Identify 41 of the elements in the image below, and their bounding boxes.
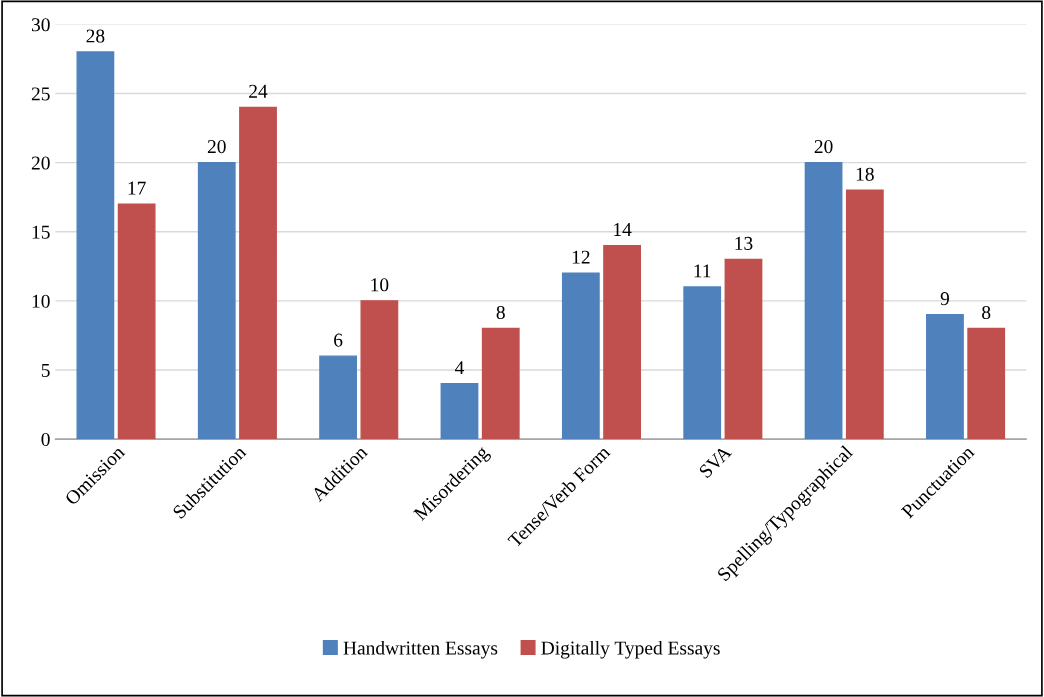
bar xyxy=(603,244,642,440)
bar xyxy=(683,286,722,440)
data-label: 20 xyxy=(814,140,833,154)
data-label: 28 xyxy=(86,29,105,43)
legend-label: Handwritten Essays xyxy=(343,640,498,659)
data-label: 10 xyxy=(371,278,389,292)
data-label: 24 xyxy=(249,84,268,98)
bar xyxy=(926,314,964,440)
bar xyxy=(76,51,115,440)
data-label: 14 xyxy=(614,223,632,236)
data-label: 13 xyxy=(735,236,753,250)
bar xyxy=(967,327,1006,440)
y-tick-label: 15 xyxy=(32,225,50,239)
y-tick-label: 30 xyxy=(31,18,50,32)
data-label: 17 xyxy=(128,181,146,195)
bar xyxy=(845,189,884,440)
y-tick-label: 25 xyxy=(31,87,50,101)
y-tick-label: 5 xyxy=(41,364,50,377)
bar xyxy=(360,300,399,440)
bar xyxy=(117,203,156,440)
bar xyxy=(197,161,236,440)
data-label: 9 xyxy=(940,292,949,306)
y-tick-label: 20 xyxy=(31,156,50,170)
bar xyxy=(319,355,358,440)
data-label: 8 xyxy=(982,305,991,320)
data-label: 12 xyxy=(572,250,590,264)
data-label: 4 xyxy=(455,361,465,375)
bar xyxy=(724,258,763,440)
data-label: 20 xyxy=(207,140,226,154)
bar xyxy=(561,272,600,440)
bar xyxy=(440,383,479,440)
y-tick-label: 10 xyxy=(32,294,50,308)
data-label: 18 xyxy=(856,167,874,181)
data-label: 6 xyxy=(334,333,343,347)
bar xyxy=(804,161,843,440)
y-tick-label: 0 xyxy=(41,432,50,447)
legend-label: Digitally Typed Essays xyxy=(541,640,720,659)
data-label: 11 xyxy=(694,264,711,278)
bar xyxy=(481,327,520,440)
bar xyxy=(239,106,277,440)
data-label: 8 xyxy=(496,305,505,320)
